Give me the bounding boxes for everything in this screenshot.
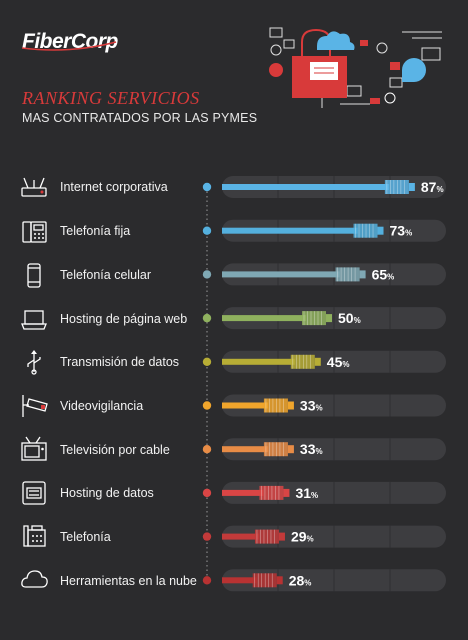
row-bullet xyxy=(202,401,212,410)
usb-icon xyxy=(27,350,41,375)
bar-value xyxy=(222,271,340,278)
bar-plug xyxy=(254,529,279,544)
row-bullet xyxy=(202,445,212,454)
technology-illustration-icon xyxy=(269,27,442,108)
server-icon xyxy=(22,481,46,505)
plug-tip xyxy=(408,183,415,191)
bar-value-unit: % xyxy=(405,229,412,238)
bar-value xyxy=(222,184,389,190)
bar-plug xyxy=(353,223,378,238)
row-bullet xyxy=(202,313,212,323)
plug-tip xyxy=(276,576,283,585)
bar-value-unit: % xyxy=(315,404,322,413)
plug-tip xyxy=(287,445,294,454)
label-transmision-datos: Transmisión de datos xyxy=(60,355,180,369)
bar-value-unit: % xyxy=(304,578,311,587)
plug-tip xyxy=(377,226,384,235)
bar-value xyxy=(222,489,264,496)
bar-value xyxy=(222,402,268,409)
plug-tip xyxy=(326,314,332,323)
bar-value xyxy=(222,446,268,453)
bar-value xyxy=(222,227,358,234)
bar-plug xyxy=(302,311,326,326)
mobile-phone-icon xyxy=(27,263,41,288)
bar-value xyxy=(222,577,257,584)
security-camera-icon xyxy=(22,395,48,417)
bar-value xyxy=(222,315,306,322)
bar-value xyxy=(222,533,259,540)
label-telefonia: Telefonía xyxy=(60,530,111,544)
plug-tip xyxy=(314,357,321,366)
label-telefonia-celular: Telefonía celular xyxy=(60,268,152,282)
bar-value-unit: % xyxy=(436,185,443,194)
row-bullet xyxy=(202,532,212,541)
label-videovigilancia: Videovigilancia xyxy=(60,399,144,413)
television-icon xyxy=(21,436,47,461)
bar-value-unit: % xyxy=(342,360,349,369)
bar-value-unit: % xyxy=(354,316,361,325)
router-icon xyxy=(21,177,47,197)
label-hosting-datos: Hosting de datos xyxy=(60,486,154,500)
bar-plug xyxy=(290,354,315,369)
bar-plug xyxy=(335,267,360,282)
laptop-icon xyxy=(21,310,47,330)
plug-tip xyxy=(278,532,285,541)
bar-value-unit: % xyxy=(307,535,314,544)
desk-phone-icon xyxy=(22,221,47,243)
office-phone-icon xyxy=(23,525,46,547)
bar-plug xyxy=(263,442,288,457)
chart-title: RANKING SERVICIOS xyxy=(22,88,200,108)
plug-tip xyxy=(287,401,294,410)
row-bullet xyxy=(202,488,212,498)
plug-tip xyxy=(283,488,290,497)
bar-value-unit: % xyxy=(387,272,394,281)
chart-subtitle: MAS CONTRATADOS POR LAS PYMES xyxy=(22,111,258,125)
label-television-cable: Televisión por cable xyxy=(60,443,170,457)
row-bullet xyxy=(202,576,212,585)
plug-tip xyxy=(359,270,366,279)
row-bullet xyxy=(202,270,212,279)
label-internet-corporativa: Internet corporativa xyxy=(60,180,168,194)
bar-plug xyxy=(384,180,409,194)
logo-swoosh-icon xyxy=(21,41,117,51)
row-bullet xyxy=(202,226,212,235)
label-herramientas-nube: Herramientas en la nube xyxy=(60,574,197,588)
bar-plug xyxy=(252,573,277,588)
bar-plug xyxy=(263,398,288,413)
row-bullet xyxy=(202,357,212,366)
bar-value xyxy=(222,358,295,365)
row-bullet xyxy=(202,182,212,192)
cloud-icon xyxy=(21,570,48,588)
label-telefonia-fija: Telefonía fija xyxy=(60,224,131,238)
bar-plug xyxy=(259,485,284,500)
label-hosting-pagina-web: Hosting de página web xyxy=(60,312,188,326)
bar-value-unit: % xyxy=(315,447,322,456)
bar-value-unit: % xyxy=(311,491,318,500)
